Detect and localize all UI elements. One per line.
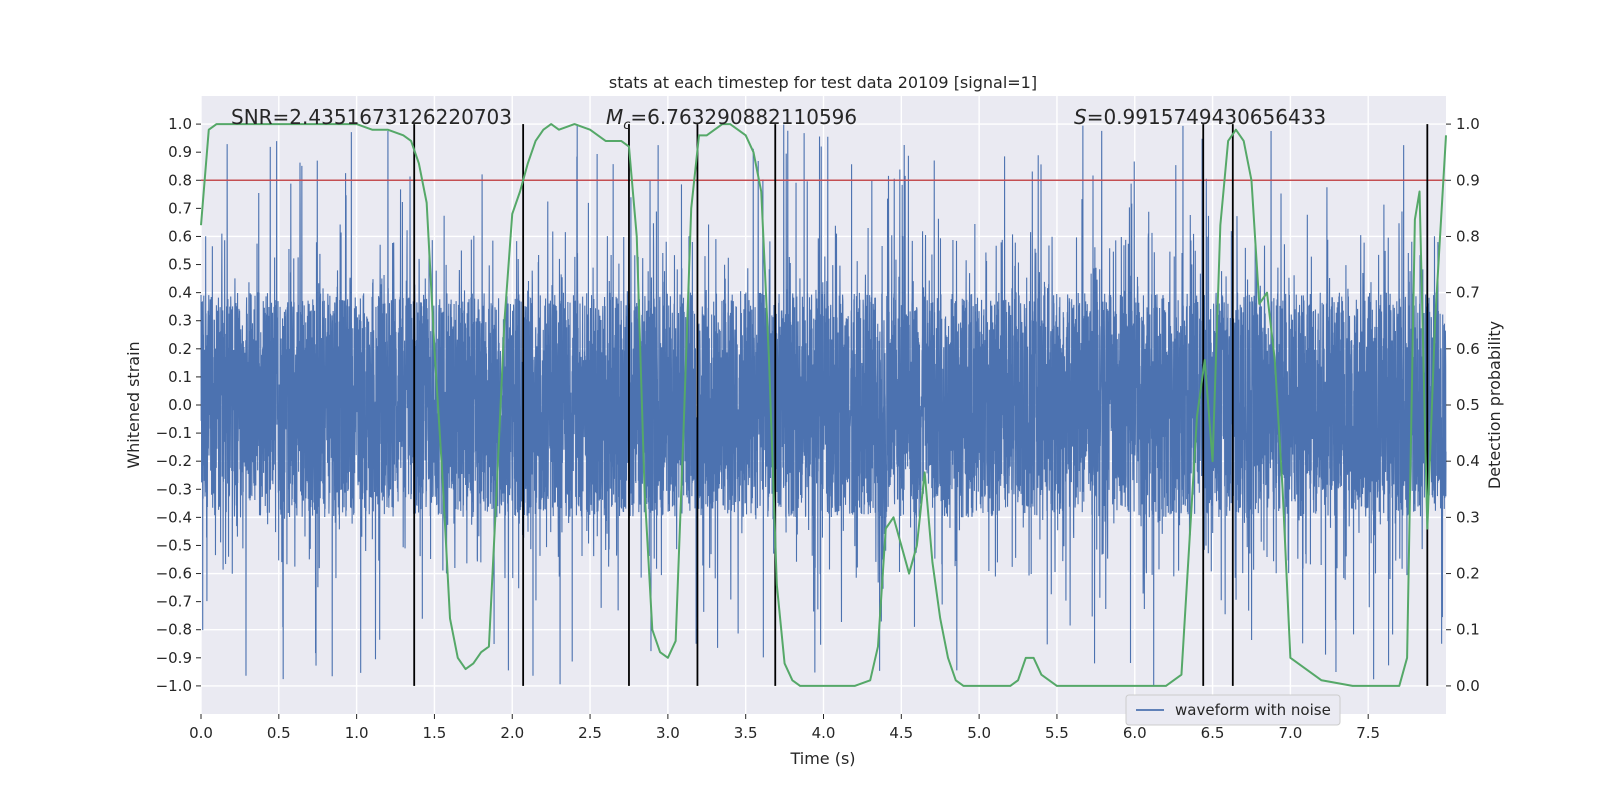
vertical-markers (413, 124, 1429, 686)
chirp-mass-annotation: Mc=6.763290882110596 (606, 105, 857, 133)
chart-title: stats at each timestep for test data 201… (609, 73, 1037, 92)
y2-tick-label: 1.0 (1456, 115, 1480, 133)
legend-box (1125, 694, 1341, 726)
y2-tick-label: 0.6 (1456, 340, 1480, 358)
x-tick-label: 6.5 (1201, 724, 1225, 742)
x-tick-label: 4.5 (889, 724, 913, 742)
y-tick-label: 1.0 (168, 115, 192, 133)
x-tick-label: 7.0 (1278, 724, 1302, 742)
x-tick-label: 2.5 (578, 724, 602, 742)
y2-tick-label: 0.8 (1456, 227, 1480, 245)
y2-tick-label: 0.9 (1456, 171, 1480, 189)
y-tick-label: 0.3 (168, 312, 192, 330)
y-tick-label: −0.8 (156, 621, 192, 639)
y-tick-label: 0.1 (168, 368, 192, 386)
y-tick-label: −0.2 (156, 452, 192, 470)
y-tick-label: 0.7 (168, 199, 192, 217)
y-tick-label: −0.5 (156, 536, 192, 554)
y-tick-label: 0.0 (168, 396, 192, 414)
s-value: =0.9915749430656433 (1087, 105, 1326, 129)
y-tick-label: −0.6 (156, 565, 192, 583)
x-tick-label: 1.5 (423, 724, 447, 742)
x-tick-label: 3.5 (734, 724, 758, 742)
snr-annotation: SNR=2.4351673126220703 (231, 105, 512, 129)
y2-tick-label: 0.1 (1456, 621, 1480, 639)
x-tick-label: 3.0 (656, 724, 680, 742)
y-tick-label: −0.9 (156, 649, 192, 667)
y-tick-label: 0.9 (168, 143, 192, 161)
waveform-line (200, 124, 1447, 686)
y-tick-label: −0.4 (156, 508, 192, 526)
x-tick-label: 5.0 (967, 724, 991, 742)
series-waveform (200, 124, 1447, 686)
y-tick-label: 0.8 (168, 171, 192, 189)
y-axis-label: Whitened strain (124, 341, 143, 468)
y-tick-label: −0.1 (156, 424, 192, 442)
y-tick-label: −0.7 (156, 593, 192, 611)
y-tick-label: −0.3 (156, 480, 192, 498)
legend: waveform with noise (1125, 694, 1341, 726)
y2-tick-label: 0.2 (1456, 565, 1480, 583)
x-tick-label: 0.5 (267, 724, 291, 742)
y2-tick-label: 0.7 (1456, 284, 1480, 302)
y2-tick-label: 0.3 (1456, 508, 1480, 526)
x-axis-label: Time (s) (789, 749, 855, 768)
series-probability (200, 123, 1447, 687)
chirp-mass-symbol: M (606, 105, 623, 129)
x-tick-label: 7.5 (1356, 724, 1380, 742)
y-tick-label: 0.4 (168, 284, 192, 302)
y-tick-label: −1.0 (156, 677, 192, 695)
x-tick-label: 6.0 (1123, 724, 1147, 742)
x-tick-label: 1.0 (345, 724, 369, 742)
x-tick-label: 0.0 (189, 724, 213, 742)
y2-tick-label: 0.5 (1456, 396, 1480, 414)
legend-label-waveform: waveform with noise (1175, 701, 1331, 719)
chirp-mass-subscript: c (623, 118, 630, 133)
x-tick-label: 5.5 (1045, 724, 1069, 742)
x-axis: 0.0 0.5 1.0 1.5 2.0 2.5 3.0 3.5 4.0 4.5 5.0 5.5 6.0 6… (189, 714, 1380, 742)
y-axis-left: −1.0 −0.9 −0.8 −0.7 −0.6 −0.5 −0.4 −0.3 −0.2 −0.1… (156, 115, 201, 695)
y-axis-right: 0.0 0.1 0.2 0.3 0.4 0.5 0.6 0.7 0.8 0.9 1.0 (1446, 115, 1480, 695)
chirp-mass-value: =6.763290882110596 (630, 105, 857, 129)
y2-tick-label: 0.0 (1456, 677, 1480, 695)
probability-line (200, 123, 1447, 687)
y-tick-label: 0.6 (168, 227, 192, 245)
x-tick-label: 4.0 (812, 724, 836, 742)
y-tick-label: 0.2 (168, 340, 192, 358)
y-tick-label: 0.5 (168, 256, 192, 274)
y2-axis-label: Detection probability (1485, 321, 1504, 489)
x-tick-label: 2.0 (500, 724, 524, 742)
s-symbol: S (1074, 105, 1087, 129)
y2-tick-label: 0.4 (1456, 452, 1480, 470)
s-annotation: S=0.9915749430656433 (1074, 105, 1326, 129)
